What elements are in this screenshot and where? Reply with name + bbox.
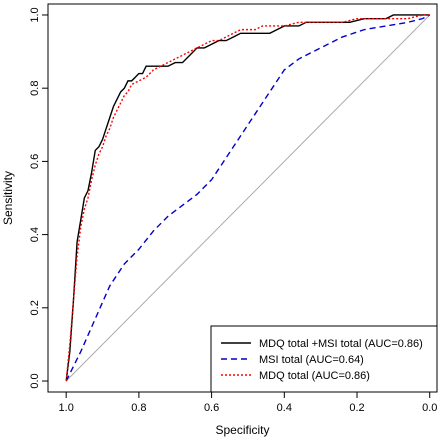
x-tick-label: 0.2 (349, 402, 364, 414)
x-tick-label: 1.0 (59, 402, 74, 414)
x-tick-label: 0.0 (422, 402, 437, 414)
series-line-3 (65, 14, 430, 382)
x-tick-label: 0.6 (204, 402, 219, 414)
y-tick-label: 0.4 (29, 227, 41, 242)
series-line-2 (65, 14, 431, 382)
legend: MDQ total +MSI total (AUC=0.86) MSI total… (210, 325, 438, 393)
x-tick-label: 0.4 (277, 402, 292, 414)
legend-label-3: MDQ total (AUC=0.86) (259, 370, 370, 382)
x-axis-title: Specificity (215, 423, 269, 437)
legend-box (210, 325, 438, 393)
y-axis-title: Sensitivity (1, 171, 15, 225)
legend-label-2: MSI total (AUC=0.64) (259, 354, 364, 366)
axes: 1.0 0.8 0.6 0.4 0.2 0.0 0.0 0.2 0.4 0.6 0.8 1.0 (29, 7, 437, 414)
plot-area (65, 14, 431, 382)
y-tick-label: 0.8 (29, 81, 41, 96)
y-tick-label: 0.2 (29, 300, 41, 315)
y-tick-label: 1.0 (29, 7, 41, 22)
x-tick-label: 0.8 (131, 402, 146, 414)
y-tick-label: 0.6 (29, 154, 41, 169)
legend-label-1: MDQ total +MSI total (AUC=0.86) (259, 338, 423, 350)
y-tick-label: 0.0 (29, 373, 41, 388)
reference-diagonal (65, 14, 431, 382)
